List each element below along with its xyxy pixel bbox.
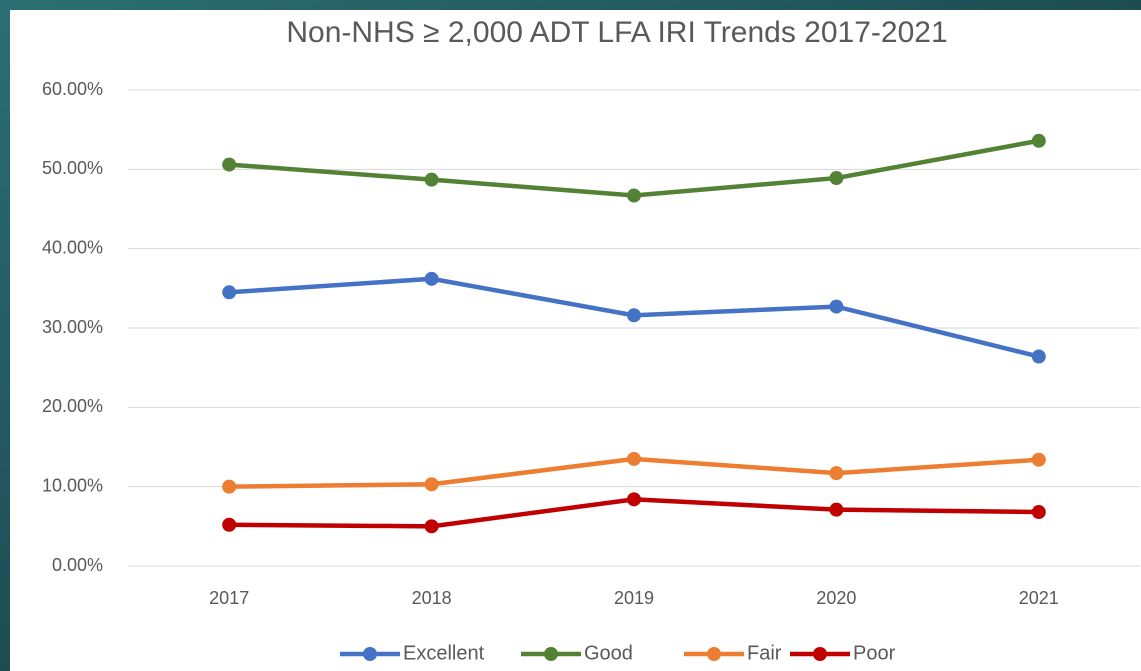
data-point xyxy=(829,502,844,517)
y-tick-label: 0.00% xyxy=(52,555,103,575)
data-point xyxy=(424,477,439,492)
y-tick-label: 60.00% xyxy=(42,79,103,99)
y-tick-label: 40.00% xyxy=(42,237,103,257)
legend-marker xyxy=(707,647,721,661)
y-tick-label: 30.00% xyxy=(42,317,103,337)
data-point xyxy=(424,271,439,286)
x-tick-label: 2021 xyxy=(1019,588,1059,608)
legend-marker xyxy=(813,647,827,661)
legend-label: Good xyxy=(584,642,633,664)
data-point xyxy=(222,517,237,532)
data-point xyxy=(1031,505,1046,520)
data-point xyxy=(627,308,641,323)
data-point xyxy=(1031,349,1046,364)
data-point xyxy=(222,285,237,300)
data-point xyxy=(222,157,237,172)
chart-area xyxy=(10,10,1141,671)
data-point xyxy=(627,188,641,203)
data-point xyxy=(424,519,439,534)
data-point xyxy=(829,299,844,314)
y-tick-label: 50.00% xyxy=(42,158,103,178)
data-point xyxy=(627,451,641,466)
x-tick-label: 2017 xyxy=(209,588,249,608)
data-point xyxy=(627,492,641,507)
data-point xyxy=(222,479,237,494)
legend-label: Poor xyxy=(853,642,896,664)
x-tick-label: 2020 xyxy=(816,588,856,608)
legend-marker xyxy=(363,647,377,661)
y-tick-label: 10.00% xyxy=(42,475,103,495)
y-tick-label: 20.00% xyxy=(42,396,103,416)
legend-label: Fair xyxy=(747,642,782,664)
legend-marker xyxy=(544,647,558,661)
data-point xyxy=(829,171,844,186)
x-tick-label: 2019 xyxy=(614,588,654,608)
data-point xyxy=(1031,133,1046,148)
legend-label: Excellent xyxy=(403,642,485,664)
data-point xyxy=(424,172,439,187)
x-tick-label: 2018 xyxy=(412,588,452,608)
chart-title: Non-NHS ≥ 2,000 ADT LFA IRI Trends 2017-… xyxy=(286,16,947,49)
data-point xyxy=(829,466,844,481)
data-point xyxy=(1031,452,1046,467)
